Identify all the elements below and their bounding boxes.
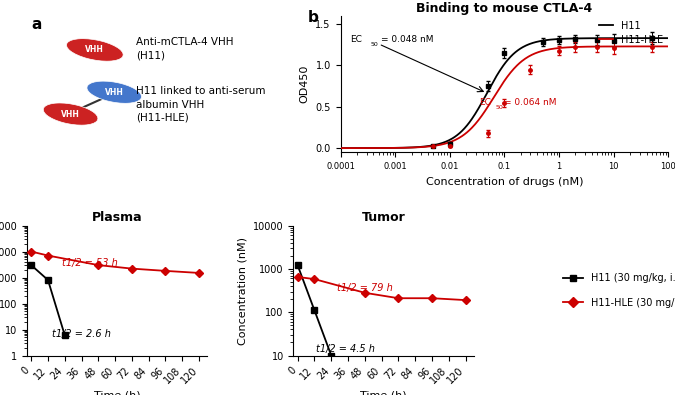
Text: EC: EC [350,35,362,44]
Text: t1/2 = 79 h: t1/2 = 79 h [337,283,393,293]
Title: Plasma: Plasma [92,211,142,224]
Text: a: a [32,17,43,32]
Text: VHH: VHH [86,45,104,55]
Text: t1/2 = 2.6 h: t1/2 = 2.6 h [52,329,111,339]
Text: 50: 50 [496,105,504,110]
X-axis label: Time (h): Time (h) [360,391,407,395]
Title: Tumor: Tumor [362,211,406,224]
Text: t1/2 = 4.5 h: t1/2 = 4.5 h [316,344,375,354]
Text: H11 linked to anti-serum
albumin VHH
(H11-HLE): H11 linked to anti-serum albumin VHH (H1… [136,86,265,123]
X-axis label: Concentration of drugs (nM): Concentration of drugs (nM) [426,177,583,186]
Legend: H11 (30 mg/kg, i.v.), H11-HLE (30 mg/kg, i.v.): H11 (30 mg/kg, i.v.), H11-HLE (30 mg/kg,… [560,269,675,312]
Ellipse shape [43,103,98,125]
Ellipse shape [66,39,124,61]
Ellipse shape [87,81,142,103]
Text: = 0.064 nM: = 0.064 nM [504,98,557,107]
Text: EC: EC [479,98,491,107]
X-axis label: Time (h): Time (h) [94,391,140,395]
Legend: H11, H11-HLE: H11, H11-HLE [599,21,664,45]
Text: Anti-mCTLA-4 VHH
(H11): Anti-mCTLA-4 VHH (H11) [136,37,234,60]
Text: VHH: VHH [105,88,124,97]
Text: b: b [308,10,319,25]
Y-axis label: Concentration (nM): Concentration (nM) [238,237,248,344]
Text: 50: 50 [370,42,378,47]
Title: Binding to mouse CTLA-4: Binding to mouse CTLA-4 [416,2,593,15]
Text: t1/2 = 53 h: t1/2 = 53 h [62,258,117,268]
Y-axis label: OD450: OD450 [300,65,310,103]
Text: = 0.048 nM: = 0.048 nM [381,35,433,44]
Text: VHH: VHH [61,109,80,118]
